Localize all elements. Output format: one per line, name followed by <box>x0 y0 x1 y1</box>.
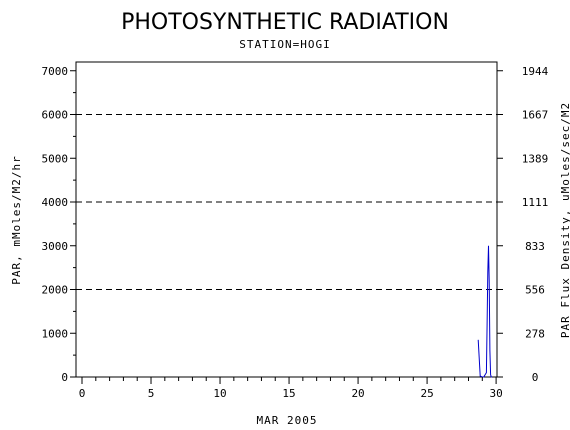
y-tick-label: 2000 <box>42 284 69 297</box>
x-tick-label: 30 <box>489 387 502 400</box>
plot-area <box>75 61 498 378</box>
y-axis-ticks: 0 1000 2000 3000 4000 5000 6000 7000 <box>42 65 76 384</box>
y-tick-label: 4000 <box>42 196 69 209</box>
y-tick-label: 6000 <box>42 109 69 122</box>
y-axis-label: PAR, mMoles/M2/hr <box>10 155 23 285</box>
y2-tick-label: 1944 <box>522 65 549 78</box>
x-tick-label: 5 <box>148 387 155 400</box>
chart-subtitle: STATION=HOGI <box>239 38 330 51</box>
y2-tick-label: 556 <box>525 284 545 297</box>
x-tick-label: 10 <box>213 387 226 400</box>
x-tick-label: 0 <box>79 387 86 400</box>
x-tick-label: 15 <box>282 387 295 400</box>
y2-tick-label: 833 <box>525 240 545 253</box>
x-axis-label: MAR 2005 <box>257 414 318 427</box>
grid-lines <box>76 114 497 290</box>
x-axis-ticks: 0 5 10 15 20 25 30 <box>79 377 503 400</box>
x-tick-label: 20 <box>351 387 364 400</box>
y-tick-label: 3000 <box>42 240 69 253</box>
y-tick-label: 7000 <box>42 65 69 78</box>
y2-tick-label: 1667 <box>522 109 549 122</box>
y2-tick-label: 278 <box>525 327 545 340</box>
chart-title: PHOTOSYNTHETIC RADIATION <box>121 10 449 35</box>
y2-tick-label: 0 <box>532 371 539 384</box>
y-tick-label: 0 <box>61 371 68 384</box>
y2-tick-label: 1389 <box>522 152 549 165</box>
y2-axis-label: PAR Flux Density, uMoles/sec/M2 <box>559 102 570 338</box>
series-group <box>477 245 492 378</box>
y-tick-label: 5000 <box>42 152 69 165</box>
series-line <box>477 245 492 378</box>
y2-axis-ticks: 0 278 556 833 1111 1389 1667 1944 <box>497 65 549 384</box>
y2-tick-label: 1111 <box>522 196 549 209</box>
y-tick-label: 1000 <box>42 327 69 340</box>
x-tick-label: 25 <box>420 387 433 400</box>
